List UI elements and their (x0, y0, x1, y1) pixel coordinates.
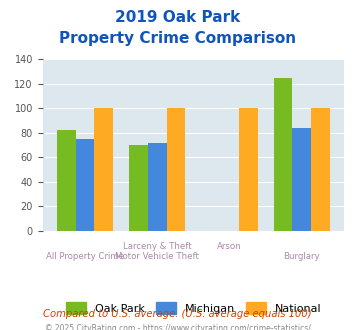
Bar (76, 139, 94, 231)
Bar (94, 109, 113, 231)
Bar (293, 128, 311, 231)
Text: Burglary: Burglary (284, 252, 320, 261)
Text: Motor Vehicle Theft: Motor Vehicle Theft (115, 252, 199, 261)
Text: Compared to U.S. average. (U.S. average equals 100): Compared to U.S. average. (U.S. average … (43, 309, 312, 318)
Text: Property Crime Comparison: Property Crime Comparison (59, 31, 296, 46)
Text: 2019 Oak Park: 2019 Oak Park (115, 10, 240, 25)
Bar (239, 109, 258, 231)
Text: © 2025 CityRating.com - https://www.cityrating.com/crime-statistics/: © 2025 CityRating.com - https://www.city… (45, 324, 310, 330)
Bar (274, 78, 293, 231)
Bar (311, 109, 330, 231)
Text: Larceny & Theft: Larceny & Theft (123, 242, 192, 251)
Bar (148, 143, 167, 231)
Text: All Property Crime: All Property Crime (46, 252, 124, 261)
Bar (167, 109, 185, 231)
Text: Arson: Arson (217, 242, 242, 251)
Legend: Oak Park, Michigan, National: Oak Park, Michigan, National (61, 298, 326, 318)
Bar (57, 130, 76, 231)
Bar (129, 145, 148, 231)
